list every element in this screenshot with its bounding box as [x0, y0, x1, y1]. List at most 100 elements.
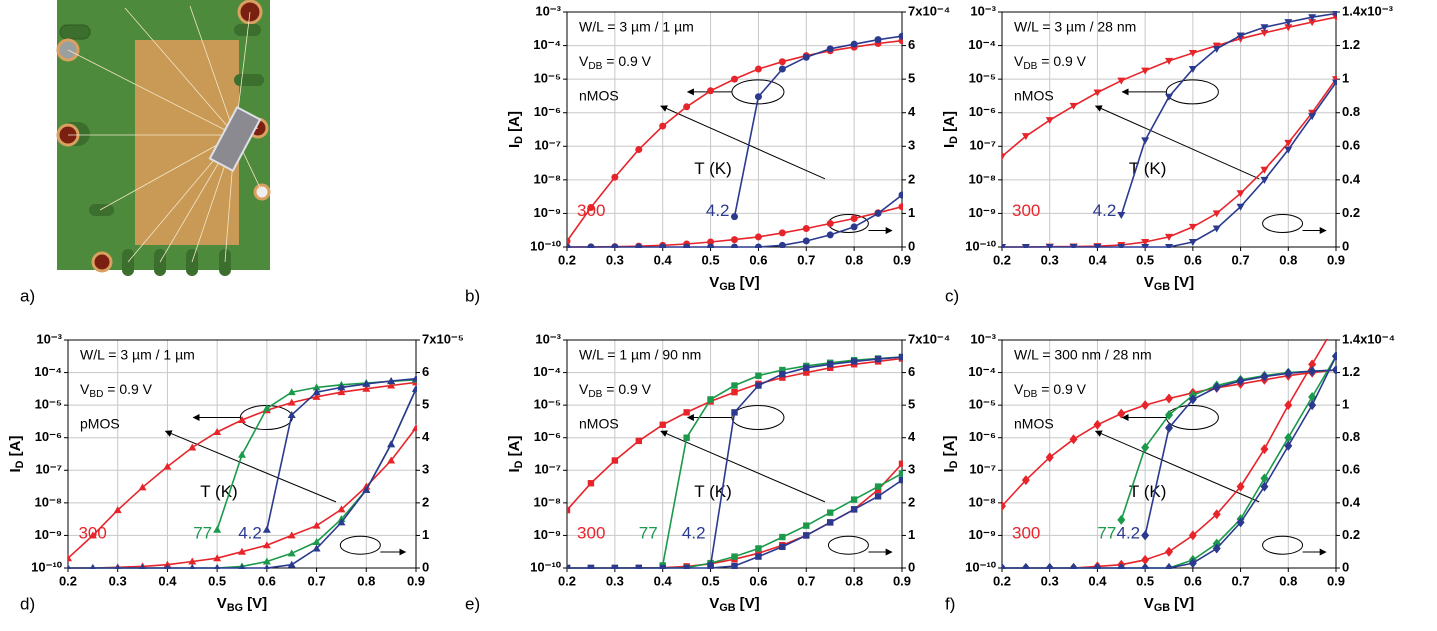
marker: [1332, 319, 1340, 329]
y-axis-label: ID [A]: [506, 111, 525, 148]
annotation: nMOS: [1014, 88, 1054, 104]
marker: [567, 237, 571, 245]
data-layer: [567, 32, 903, 248]
marker: [1021, 475, 1030, 486]
annotation: VBD = 0.9 V: [80, 381, 153, 400]
marker: [337, 505, 346, 513]
marker: [850, 496, 858, 503]
y2-tick-label: 0: [422, 559, 429, 574]
marker: [635, 146, 643, 154]
data-layer: [567, 353, 903, 569]
marker: [1332, 79, 1337, 87]
marker: [68, 554, 72, 562]
ellipse: [339, 535, 381, 555]
series-label: 300: [1012, 523, 1040, 542]
y-tick-label: 10⁻⁹: [969, 527, 997, 542]
marker: [683, 409, 690, 416]
marker: [139, 564, 146, 569]
x-tick-label: 0.9: [1327, 252, 1345, 267]
marker: [1188, 50, 1197, 58]
x-axis-label-part: [V]: [243, 595, 267, 612]
y2-tick-label: 5: [908, 397, 915, 412]
marker: [1117, 563, 1126, 569]
y2-tick-label: 7x10⁻⁴: [908, 331, 950, 346]
marker: [1332, 11, 1337, 18]
annotation-part: = 0.9 V: [602, 381, 651, 397]
y-axis-label-part: I: [506, 144, 523, 148]
marker: [1188, 238, 1197, 246]
marker: [1188, 394, 1197, 405]
marker: [189, 564, 196, 569]
x-tick-label: 0.3: [1041, 573, 1059, 588]
y-axis-label-part: [A]: [7, 436, 24, 461]
y2-tick-label: 0.8: [1342, 104, 1360, 119]
marker: [387, 440, 396, 448]
annotation: T (K): [694, 482, 731, 501]
annotation: W/L = 300 nm / 28 nm: [1014, 347, 1152, 363]
series-label: 77: [1097, 523, 1116, 542]
x-tick-label: 0.4: [654, 573, 673, 588]
y-tick-label: 10⁻⁷: [969, 462, 996, 477]
marker: [803, 522, 810, 529]
x-tick-label: 0.7: [1232, 573, 1250, 588]
slot: [59, 24, 91, 40]
marker: [803, 532, 810, 539]
marker: [287, 398, 296, 406]
y-tick-label: 10⁻⁶: [534, 104, 561, 119]
x-tick-label: 0.6: [1184, 252, 1202, 267]
marker: [1260, 481, 1269, 492]
marker: [287, 410, 296, 418]
x-tick-label: 0.9: [893, 573, 911, 588]
data-layer: [68, 374, 417, 569]
y2-tick-label: 1: [422, 527, 429, 542]
marker: [898, 353, 903, 361]
marker: [1141, 400, 1150, 411]
x-tick-label: 0.5: [702, 573, 720, 588]
y-tick-label: 10⁻⁴: [968, 364, 996, 379]
marker: [1308, 113, 1317, 121]
y-tick-label: 10⁻⁴: [968, 37, 996, 52]
marker: [754, 233, 762, 241]
marker: [874, 493, 882, 500]
y-axis-label-part: I: [506, 468, 523, 472]
marker: [898, 203, 903, 211]
marker: [1188, 558, 1197, 569]
plot-frame: [566, 339, 903, 569]
x-axis-label-part: [V]: [736, 274, 760, 291]
y2-tick-label: 1: [1342, 71, 1349, 86]
marker: [1165, 393, 1173, 404]
y-tick-label: 10⁻¹⁰: [530, 559, 562, 574]
x-tick-label: 0.8: [1279, 252, 1297, 267]
marker: [1284, 432, 1293, 443]
y2-tick-label: 0.8: [1342, 429, 1360, 444]
marker: [412, 374, 417, 382]
marker: [262, 404, 271, 412]
marker: [1188, 530, 1197, 541]
marker: [611, 173, 619, 181]
marker: [1212, 509, 1221, 520]
y-axis-label: ID [A]: [7, 436, 26, 473]
marker: [1212, 45, 1221, 53]
marker: [779, 543, 786, 551]
pad-slots: [89, 24, 264, 276]
ellipse: [1262, 535, 1304, 555]
marker: [874, 355, 882, 363]
x-tick-label: 0.4: [1088, 573, 1107, 588]
marker: [312, 521, 321, 529]
y-tick-label: 10⁻⁹: [534, 205, 562, 220]
marker: [312, 392, 321, 400]
marker: [1093, 419, 1102, 430]
marker: [164, 564, 171, 569]
marker: [803, 364, 810, 372]
x-tick-label: 0.4: [158, 573, 177, 588]
y2-tick-label: 1.4x10⁻³: [1342, 3, 1394, 18]
y2-tick-label: 6: [908, 37, 915, 52]
y-tick-label: 10⁻⁹: [969, 205, 997, 220]
y2-tick-label: 1.2: [1342, 364, 1360, 379]
x-tick-label: 0.2: [558, 573, 576, 588]
marker: [683, 103, 691, 111]
marker: [362, 485, 371, 493]
y-axis-label-part: I: [7, 468, 24, 472]
marker: [1308, 366, 1317, 377]
marker: [88, 531, 97, 539]
